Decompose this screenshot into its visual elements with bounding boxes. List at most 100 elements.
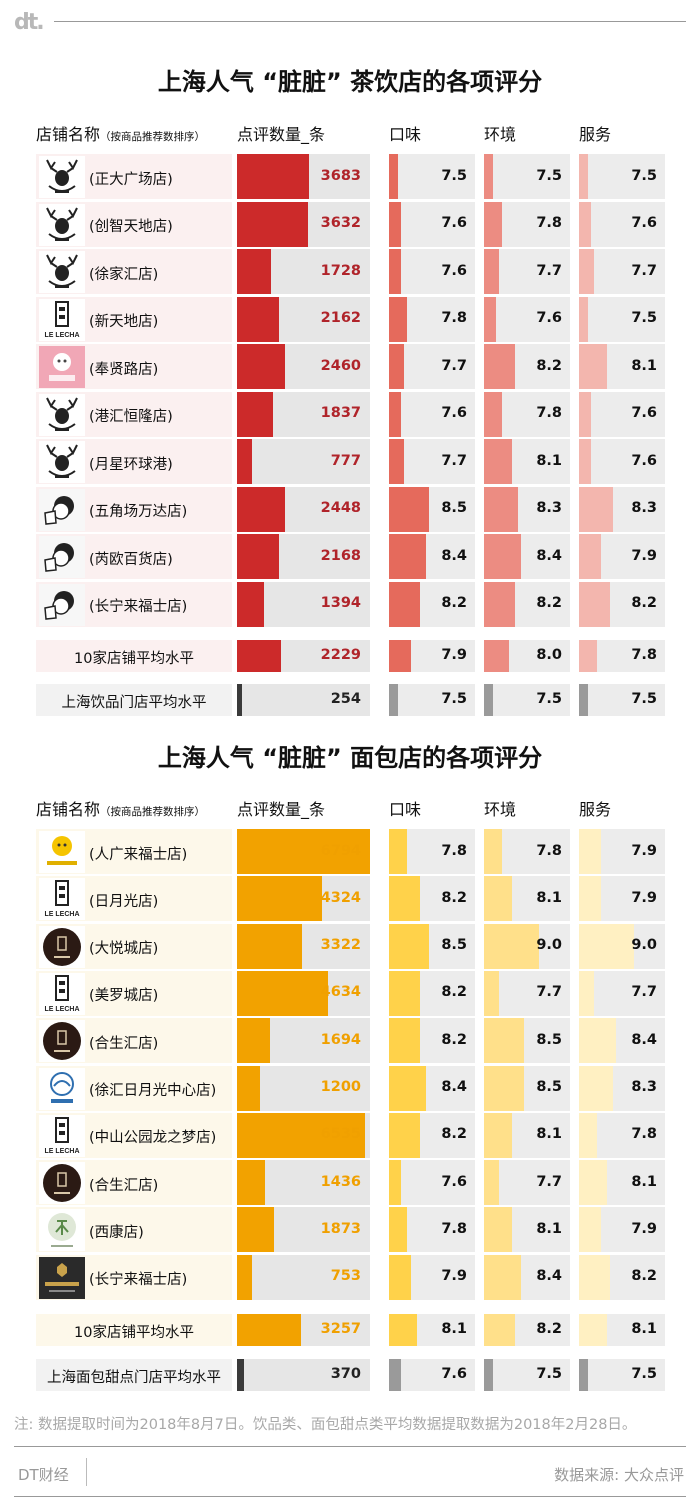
dark-circle-logo xyxy=(39,1020,85,1063)
env-cell-value: 8.2 xyxy=(536,595,562,611)
summary-service-cell: 7.5 xyxy=(579,684,665,716)
service-cell-value: 7.6 xyxy=(631,405,657,421)
env-cell: 7.7 xyxy=(484,249,570,294)
count-cell: 1873 xyxy=(237,1207,370,1253)
summary-taste-cell-bar xyxy=(389,684,399,716)
summary-count-cell-bar xyxy=(237,1314,301,1346)
taste-cell-bar xyxy=(389,1207,408,1253)
store-name: (芮欧百货店) xyxy=(89,551,173,568)
summary-env-cell: 8.0 xyxy=(484,640,570,672)
env-cell-value: 7.8 xyxy=(536,215,562,231)
count-cell-bar xyxy=(237,923,302,969)
taste-cell-bar xyxy=(389,249,402,294)
store-cell: (徐汇日月光中心店) xyxy=(36,1065,232,1111)
count-cell: 2460 xyxy=(237,344,370,389)
count-cell-value: 3322 xyxy=(320,937,361,954)
count-cell-value: 1694 xyxy=(320,1031,361,1048)
env-cell: 8.1 xyxy=(484,876,570,922)
heytea-logo xyxy=(39,536,85,578)
summary-env-cell-bar xyxy=(484,684,494,716)
green-circle-logo xyxy=(39,1209,85,1252)
dt-logo: dt. xyxy=(14,10,45,35)
count-cell: 3632 xyxy=(237,201,370,247)
summary-taste-cell: 8.1 xyxy=(389,1314,475,1346)
env-cell: 8.1 xyxy=(484,1207,570,1253)
summary-env-cell: 8.2 xyxy=(484,1314,570,1346)
service-cell: 8.2 xyxy=(579,1254,665,1300)
taste-cell-value: 8.2 xyxy=(441,595,467,611)
taste-cell: 8.5 xyxy=(389,923,475,969)
footer-brand: DT财经 xyxy=(18,1466,69,1484)
taste-cell-bar xyxy=(389,876,420,922)
deer-logo xyxy=(39,441,85,483)
summary-count-cell-bar xyxy=(237,684,242,716)
count-cell-value: 1873 xyxy=(320,1220,361,1237)
summary-service-cell-bar xyxy=(579,684,589,716)
header-store: 店铺名称（按商品推荐数排序） xyxy=(36,796,205,820)
count-cell-value: 2460 xyxy=(320,357,361,374)
summary-taste-cell: 7.6 xyxy=(389,1359,475,1391)
svg-text:LE LECHA: LE LECHA xyxy=(45,911,80,918)
service-cell-value: 8.1 xyxy=(631,357,657,374)
count-cell: 2448 xyxy=(237,486,370,532)
top-divider xyxy=(54,21,686,22)
count-cell: 6794 xyxy=(237,829,370,874)
service-cell-bar xyxy=(579,344,607,389)
service-cell: 8.2 xyxy=(579,581,665,627)
xiaoningmeng-logo xyxy=(39,346,85,388)
store-cell: (徐家汇店) xyxy=(36,249,232,294)
env-cell-bar xyxy=(484,344,515,389)
env-cell-bar xyxy=(484,876,512,922)
count-cell-value: 1436 xyxy=(320,1173,361,1190)
store-name: (长宁来福士店) xyxy=(89,1272,188,1289)
service-cell: 8.3 xyxy=(579,1065,665,1111)
count-cell-value: 777 xyxy=(330,452,361,469)
taste-cell-bar xyxy=(389,1018,420,1064)
service-cell: 7.9 xyxy=(579,876,665,922)
count-cell-bar xyxy=(237,486,285,532)
taste-cell-value: 7.7 xyxy=(441,357,467,374)
service-cell-bar xyxy=(579,970,595,1016)
taste-cell-value: 8.2 xyxy=(441,984,467,1001)
chart-title: 上海人气 “脏脏” 面包店的各项评分 xyxy=(157,744,543,772)
service-cell-value: 7.7 xyxy=(631,262,657,279)
taste-cell-value: 7.6 xyxy=(441,405,467,421)
env-cell-value: 7.5 xyxy=(536,167,562,184)
footer-divider xyxy=(14,1446,686,1447)
taste-cell: 7.8 xyxy=(389,296,475,342)
env-cell: 8.4 xyxy=(484,534,570,579)
env-cell: 8.1 xyxy=(484,439,570,484)
summary-env-cell-value: 8.0 xyxy=(536,647,562,663)
store-cell: (人广来福士店) xyxy=(36,829,232,874)
env-cell-bar xyxy=(484,1018,524,1064)
summary-service-cell-value: 8.1 xyxy=(631,1321,657,1337)
summary-count-cell-bar xyxy=(237,640,281,672)
count-cell-bar xyxy=(237,344,286,389)
summary-taste-cell-value: 7.5 xyxy=(441,691,467,707)
service-cell-bar xyxy=(579,1160,607,1206)
summary-label-cell: 10家店铺平均水平 xyxy=(36,640,232,672)
service-cell: 7.5 xyxy=(579,296,665,342)
count-cell-value: 6535 xyxy=(320,1126,361,1143)
store-cell: (长宁来福士店) xyxy=(36,1254,232,1300)
service-cell-value: 7.5 xyxy=(631,167,657,184)
header-taste: 口味 xyxy=(389,800,422,819)
service-cell-bar xyxy=(579,829,601,874)
count-cell: 2168 xyxy=(237,534,370,579)
env-cell: 8.5 xyxy=(484,1065,570,1111)
taste-cell-bar xyxy=(389,1112,420,1158)
service-cell-bar xyxy=(579,391,592,437)
taste-cell-bar xyxy=(389,296,408,342)
env-cell: 8.2 xyxy=(484,344,570,389)
count-cell: 3322 xyxy=(237,923,370,969)
summary-env-cell-value: 8.2 xyxy=(536,1321,562,1337)
store-cell: (创智天地店) xyxy=(36,201,232,247)
service-cell: 7.9 xyxy=(579,1207,665,1253)
summary-count-cell: 3257 xyxy=(237,1314,370,1346)
store-name: (日月光店) xyxy=(89,893,159,910)
summary-name: 上海饮品门店平均水平 xyxy=(61,695,207,711)
env-cell-bar xyxy=(484,486,518,532)
lelecha-logo: LE LECHA xyxy=(39,972,85,1015)
store-name: (创智天地店) xyxy=(89,219,173,235)
taste-cell: 7.6 xyxy=(389,201,475,247)
